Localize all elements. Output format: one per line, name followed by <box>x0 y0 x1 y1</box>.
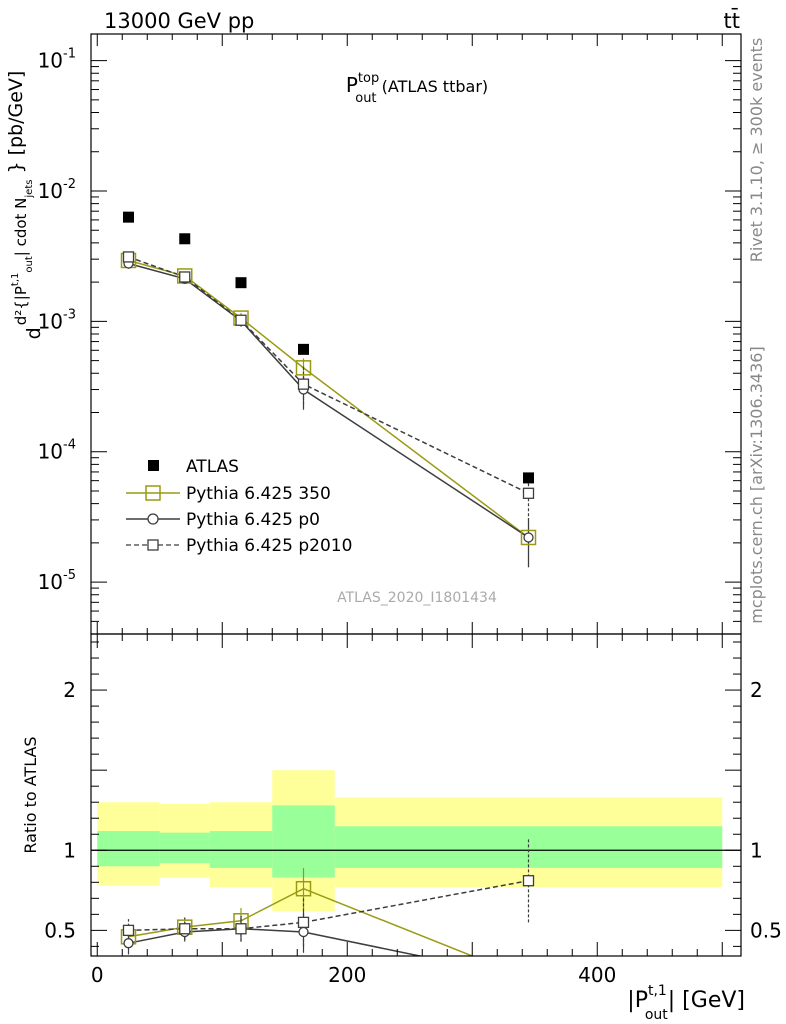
ratio-point-p350 <box>295 880 312 897</box>
legend-label-p350: Pythia 6.425 350 <box>186 484 331 504</box>
main-y-axis-label: dd²{|Pt,1out| cdot Njets} [pb/GeV] <box>5 71 45 340</box>
ratio-y-tick-label: 1 <box>63 838 76 862</box>
main-y-tick-label: 10-4 <box>38 438 76 464</box>
ratio-point-p0 <box>298 926 309 938</box>
x-axis-label: |Pt,1 out| [GeV] <box>627 983 745 1023</box>
analysis-watermark: ATLAS_2020_I1801434 <box>337 590 497 606</box>
legend-item-atlas: ATLAS <box>148 457 239 477</box>
uncertainty-band-inner <box>159 832 210 864</box>
main-panel: 10-5 10-4 10-3 10-2 10-1 Ptop out (ATLAS ttba… <box>5 33 742 635</box>
ratio-frame <box>90 633 742 957</box>
main-y-tick-label: 10-2 <box>38 177 76 203</box>
ratio-point-p2010 <box>122 924 135 937</box>
ratio-point-p0 <box>524 974 533 983</box>
legend: ATLAS Pythia 6.425 350 Pythia 6.425 p0 P… <box>126 457 352 556</box>
plot-title: Ptop out (ATLAS ttbar) <box>346 71 488 106</box>
data-point-p2010 <box>235 314 247 326</box>
uncertainty-band-inner <box>97 831 160 867</box>
legend-marker-p350 <box>145 485 161 501</box>
data-point-p350 <box>295 360 312 376</box>
legend-label-p0: Pythia 6.425 p0 <box>186 510 320 530</box>
ratio-y-tick-label-right: 1 <box>750 838 763 862</box>
ratio-x-axis: 0 200 400 <box>91 634 723 987</box>
legend-marker-p2010 <box>147 539 159 551</box>
ratio-point-p2010 <box>522 875 535 887</box>
main-y-axis: 10-5 10-4 10-3 10-2 10-1 <box>38 47 741 635</box>
data-point-atlas <box>179 233 191 245</box>
main-y-axis-label-text: dd²{|Pt,1out| cdot Njets} [pb/GeV] <box>5 71 45 340</box>
ratio-y-axis: 0.5 0.5 1 1 2 2 <box>44 641 782 947</box>
data-point-p2010 <box>122 251 135 263</box>
data-point-atlas <box>123 211 134 223</box>
legend-label-atlas: ATLAS <box>186 457 239 477</box>
uncertainty-band-inner <box>209 831 273 868</box>
main-data-layer <box>120 211 537 568</box>
legend-marker-p0 <box>147 513 159 525</box>
main-y-tick-label: 10-5 <box>38 568 76 594</box>
ratio-y-tick-label: 0.5 <box>44 918 76 942</box>
legend-item-p350: Pythia 6.425 350 <box>126 484 331 504</box>
legend-marker-atlas <box>148 460 159 471</box>
ratio-y-axis-label: Ratio to ATLAS <box>21 736 40 853</box>
ratio-data-layer <box>91 770 741 985</box>
ratio-point-p350 <box>522 971 536 985</box>
ratio-point-p0 <box>123 938 134 949</box>
data-point-p2010 <box>522 487 535 499</box>
ratio-y-tick-label-right: 2 <box>750 678 763 702</box>
ratio-x-tick-label: 0 <box>91 963 104 987</box>
data-point-p2010 <box>297 378 310 390</box>
legend-label-p2010: Pythia 6.425 p2010 <box>186 536 352 556</box>
ratio-point-p2010 <box>297 916 310 929</box>
data-point-atlas <box>298 343 309 355</box>
ratio-y-tick-label: 2 <box>63 678 76 702</box>
ratio-y-tick-label-right: 0.5 <box>750 918 782 942</box>
legend-item-p0: Pythia 6.425 p0 <box>126 510 320 530</box>
ratio-x-tick-label: 200 <box>328 963 366 987</box>
data-point-atlas <box>523 472 534 484</box>
uncertainty-band-inner <box>272 805 335 878</box>
data-point-p2010 <box>179 271 191 283</box>
data-point-atlas <box>235 277 247 289</box>
main-y-tick-label: 10-3 <box>38 307 76 333</box>
legend-item-p2010: Pythia 6.425 p2010 <box>126 536 352 556</box>
data-point-p350 <box>520 529 537 546</box>
data-point-p0 <box>523 532 534 543</box>
mcplots-label: mcplots.cern.ch [arXiv:1306.3436] <box>747 346 766 623</box>
header-right: tt̄ <box>724 8 740 33</box>
main-y-tick-label: 10-1 <box>38 47 76 73</box>
ratio-point-p2010 <box>179 923 191 935</box>
header-left: 13000 GeV pp <box>104 9 254 33</box>
rivet-label: Rivet 3.1.10, ≥ 300k events <box>747 38 766 263</box>
ratio-panel: 0.5 0.5 1 1 2 2 0 200 400 Ratio to ATLAS |Pt,1 o… <box>21 633 782 1023</box>
ratio-x-tick-label: 400 <box>578 963 616 987</box>
main-x-ticks <box>96 34 723 634</box>
ratio-point-p2010 <box>235 923 247 935</box>
